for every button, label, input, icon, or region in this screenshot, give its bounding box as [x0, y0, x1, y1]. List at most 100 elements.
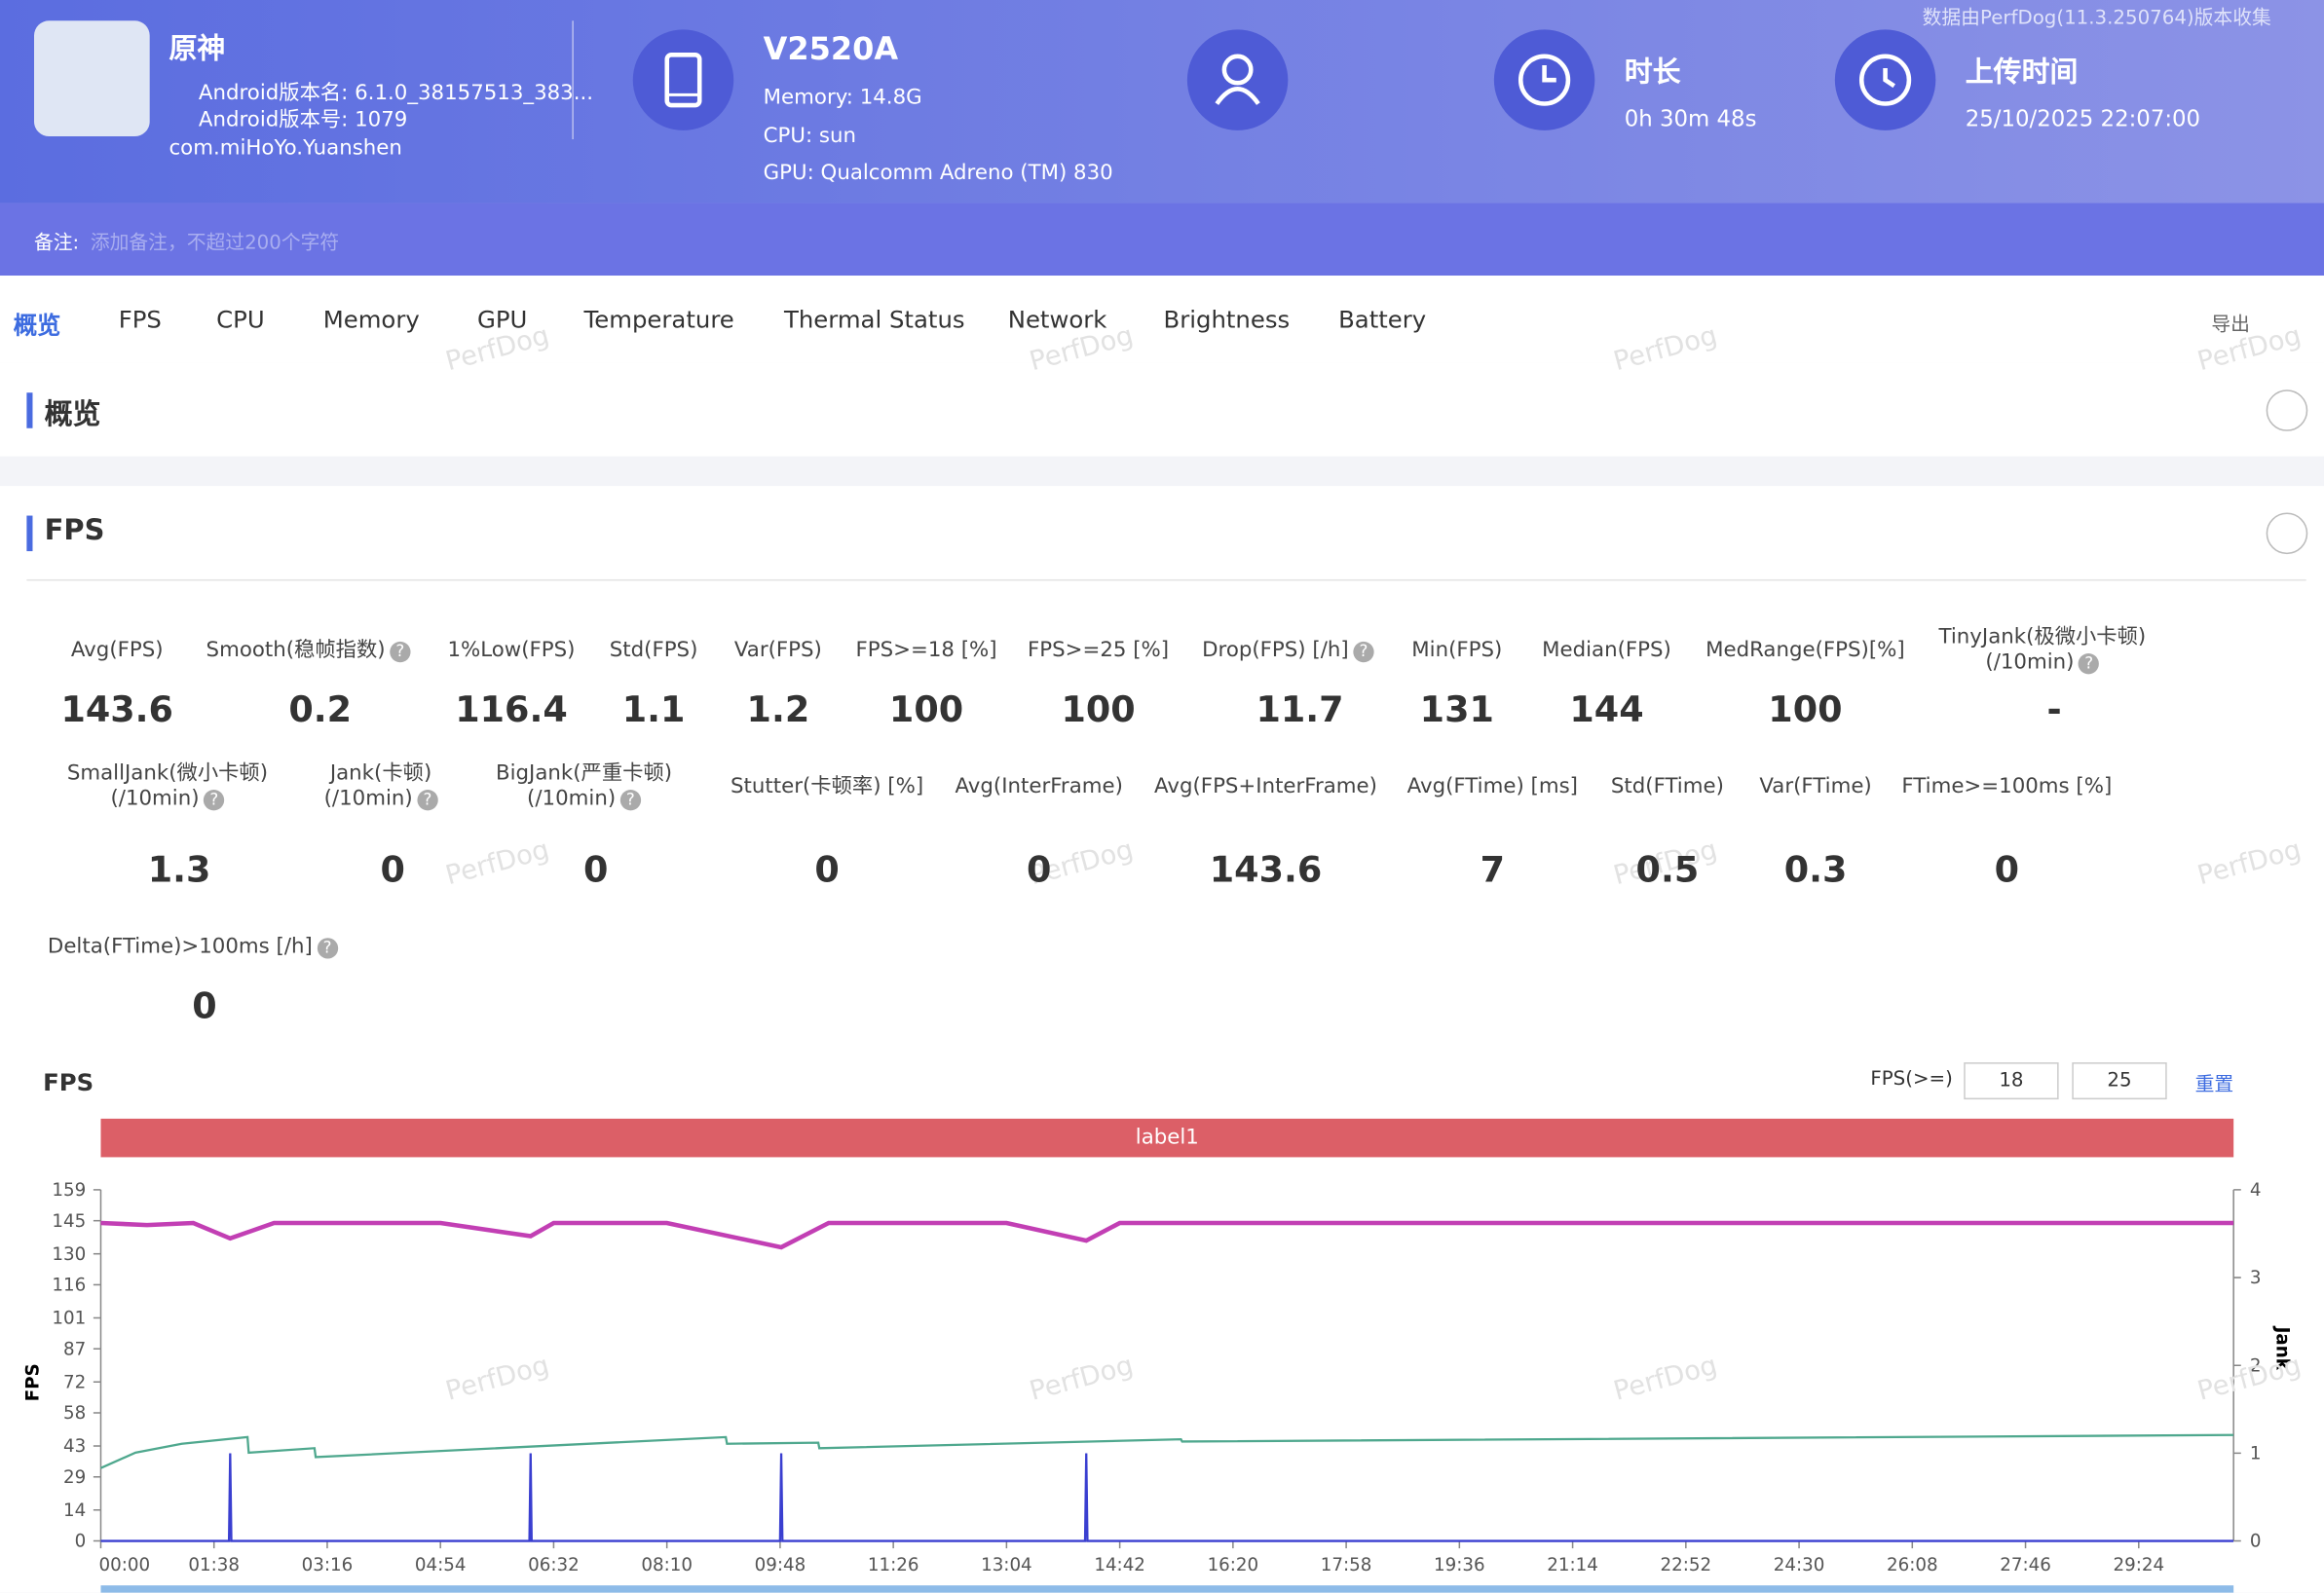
remark-input[interactable]: 添加备注，不超过200个字符	[90, 232, 340, 255]
tab[interactable]: FPS	[118, 305, 162, 334]
x-tick-label: 00:00	[99, 1555, 151, 1575]
threshold-input[interactable]: 18	[1964, 1062, 2059, 1100]
x-tick-label: 03:16	[302, 1555, 354, 1575]
app-icon	[33, 20, 150, 136]
x-tick-label: 11:26	[868, 1555, 919, 1575]
x-tick-label: 17:58	[1321, 1555, 1372, 1575]
collapse-button[interactable]	[2266, 512, 2308, 555]
zoom-slider[interactable]	[100, 1585, 2234, 1593]
x-tick-label: 19:36	[1434, 1555, 1485, 1575]
y-tick-label: 14	[63, 1500, 86, 1521]
tab[interactable]: Temperature	[583, 305, 734, 334]
y-tick-label: 116	[52, 1276, 86, 1296]
y-tick-label: 145	[52, 1211, 86, 1232]
threshold-label: FPS(>=)	[1870, 1068, 1953, 1091]
x-tick-label: 13:04	[981, 1555, 1032, 1575]
help-icon[interactable]: ?	[1353, 641, 1374, 663]
metric-label: Var(FPS)	[733, 638, 822, 663]
series-line	[100, 1453, 2234, 1542]
metric-value: 100	[1061, 688, 1136, 731]
tab-bar	[0, 276, 2324, 363]
metric-label: Delta(FTime)>100ms [/h]?	[48, 935, 338, 960]
metric-value: 0	[583, 848, 609, 891]
section-title: 概览	[44, 398, 101, 431]
metric-label: Std(FTime)	[1610, 774, 1724, 799]
upload-label: 上传时间	[1965, 56, 2079, 90]
y-axis-title: FPS	[23, 1363, 44, 1401]
x-tick-label: 08:10	[641, 1555, 693, 1575]
tab[interactable]: Brightness	[1163, 305, 1291, 334]
version-code: Android版本号: 1079	[198, 108, 408, 132]
accent	[26, 515, 33, 552]
notice: 数据由PerfDog(11.3.250764)版本收集	[1922, 7, 2271, 30]
x-tick-label: 26:08	[1887, 1555, 1938, 1575]
y2-tick-label: 3	[2250, 1268, 2262, 1288]
x-tick-label: 29:24	[2113, 1555, 2164, 1575]
fps-card	[0, 486, 2324, 1593]
reset[interactable]: 重置	[2194, 1074, 2234, 1097]
y2-tick-label: 2	[2250, 1355, 2262, 1376]
metric-label: FPS>=18 [%]	[855, 638, 997, 663]
tab[interactable]: Network	[1007, 305, 1107, 334]
help-icon[interactable]: ?	[204, 790, 225, 811]
metric-label: Median(FPS)	[1542, 638, 1671, 663]
tab[interactable]: Memory	[322, 305, 420, 334]
gpu: GPU: Qualcomm Adreno (TM) 830	[763, 161, 1113, 186]
y-tick-label: 159	[52, 1180, 86, 1201]
metric-label: Avg(FTime) [ms]	[1406, 774, 1579, 799]
tab[interactable]: GPU	[476, 305, 528, 334]
x-tick-label: 14:42	[1094, 1555, 1145, 1575]
metric-value: 0.2	[288, 688, 353, 731]
x-tick-label: 16:20	[1208, 1555, 1259, 1575]
help-icon[interactable]: ?	[417, 790, 438, 811]
metric-value: 100	[888, 688, 964, 731]
y-tick-label: 29	[63, 1467, 86, 1488]
device-icon	[632, 29, 734, 130]
series-line	[100, 1433, 2234, 1469]
accent	[26, 392, 33, 428]
x-tick-label: 27:46	[2000, 1555, 2051, 1575]
metric-value: 1.1	[621, 688, 686, 731]
metric-value: 1.2	[746, 688, 810, 731]
help-icon[interactable]: ?	[390, 641, 411, 663]
version-name: Android版本名: 6.1.0_38157513_383...	[198, 81, 594, 106]
tab[interactable]: 概览	[13, 311, 61, 340]
y-tick-label: 87	[63, 1339, 86, 1359]
y2-tick-label: 4	[2250, 1180, 2262, 1201]
y2-axis-title: Jank	[2271, 1325, 2292, 1371]
y2-tick-label: 0	[2250, 1532, 2262, 1552]
x-tick-label: 09:48	[755, 1555, 806, 1575]
metric-label: MedRange(FPS)[%]	[1706, 638, 1905, 663]
overview-card	[0, 362, 2324, 457]
help-icon[interactable]: ?	[2079, 653, 2100, 675]
metric-label: Drop(FPS) [/h]?	[1202, 639, 1374, 664]
metric-value: 131	[1419, 688, 1494, 731]
metric-label: Jank(卡顿) (/10min)?	[324, 761, 438, 812]
help-icon[interactable]: ?	[619, 790, 642, 811]
metric-value: 0.3	[1783, 848, 1848, 891]
label-band: label1	[100, 1118, 2234, 1158]
x-tick-label: 22:52	[1661, 1555, 1712, 1575]
metric-value: 7	[1480, 848, 1506, 891]
x-tick-label: 04:54	[415, 1555, 467, 1575]
metric-value: 0	[1026, 848, 1052, 891]
tab[interactable]: Thermal Status	[783, 305, 965, 334]
metric-label: Avg(FPS)	[70, 638, 164, 663]
threshold-input[interactable]: 25	[2072, 1062, 2167, 1100]
metric-value: -	[2046, 688, 2062, 731]
y-tick-label: 43	[63, 1436, 86, 1457]
header	[0, 0, 2324, 204]
metric-value: 1.3	[147, 848, 211, 891]
user-icon	[1186, 29, 1289, 130]
x-tick-label: 01:38	[188, 1555, 240, 1575]
help-icon[interactable]: ?	[317, 938, 338, 959]
export[interactable]: 导出	[2211, 314, 2250, 337]
tab[interactable]: Battery	[1338, 305, 1427, 334]
metric-value: 0	[380, 848, 405, 891]
metric-value: 11.7	[1256, 688, 1344, 731]
x-tick-label: 24:30	[1774, 1555, 1825, 1575]
tab[interactable]: CPU	[216, 305, 265, 334]
collapse-button[interactable]	[2266, 389, 2308, 431]
